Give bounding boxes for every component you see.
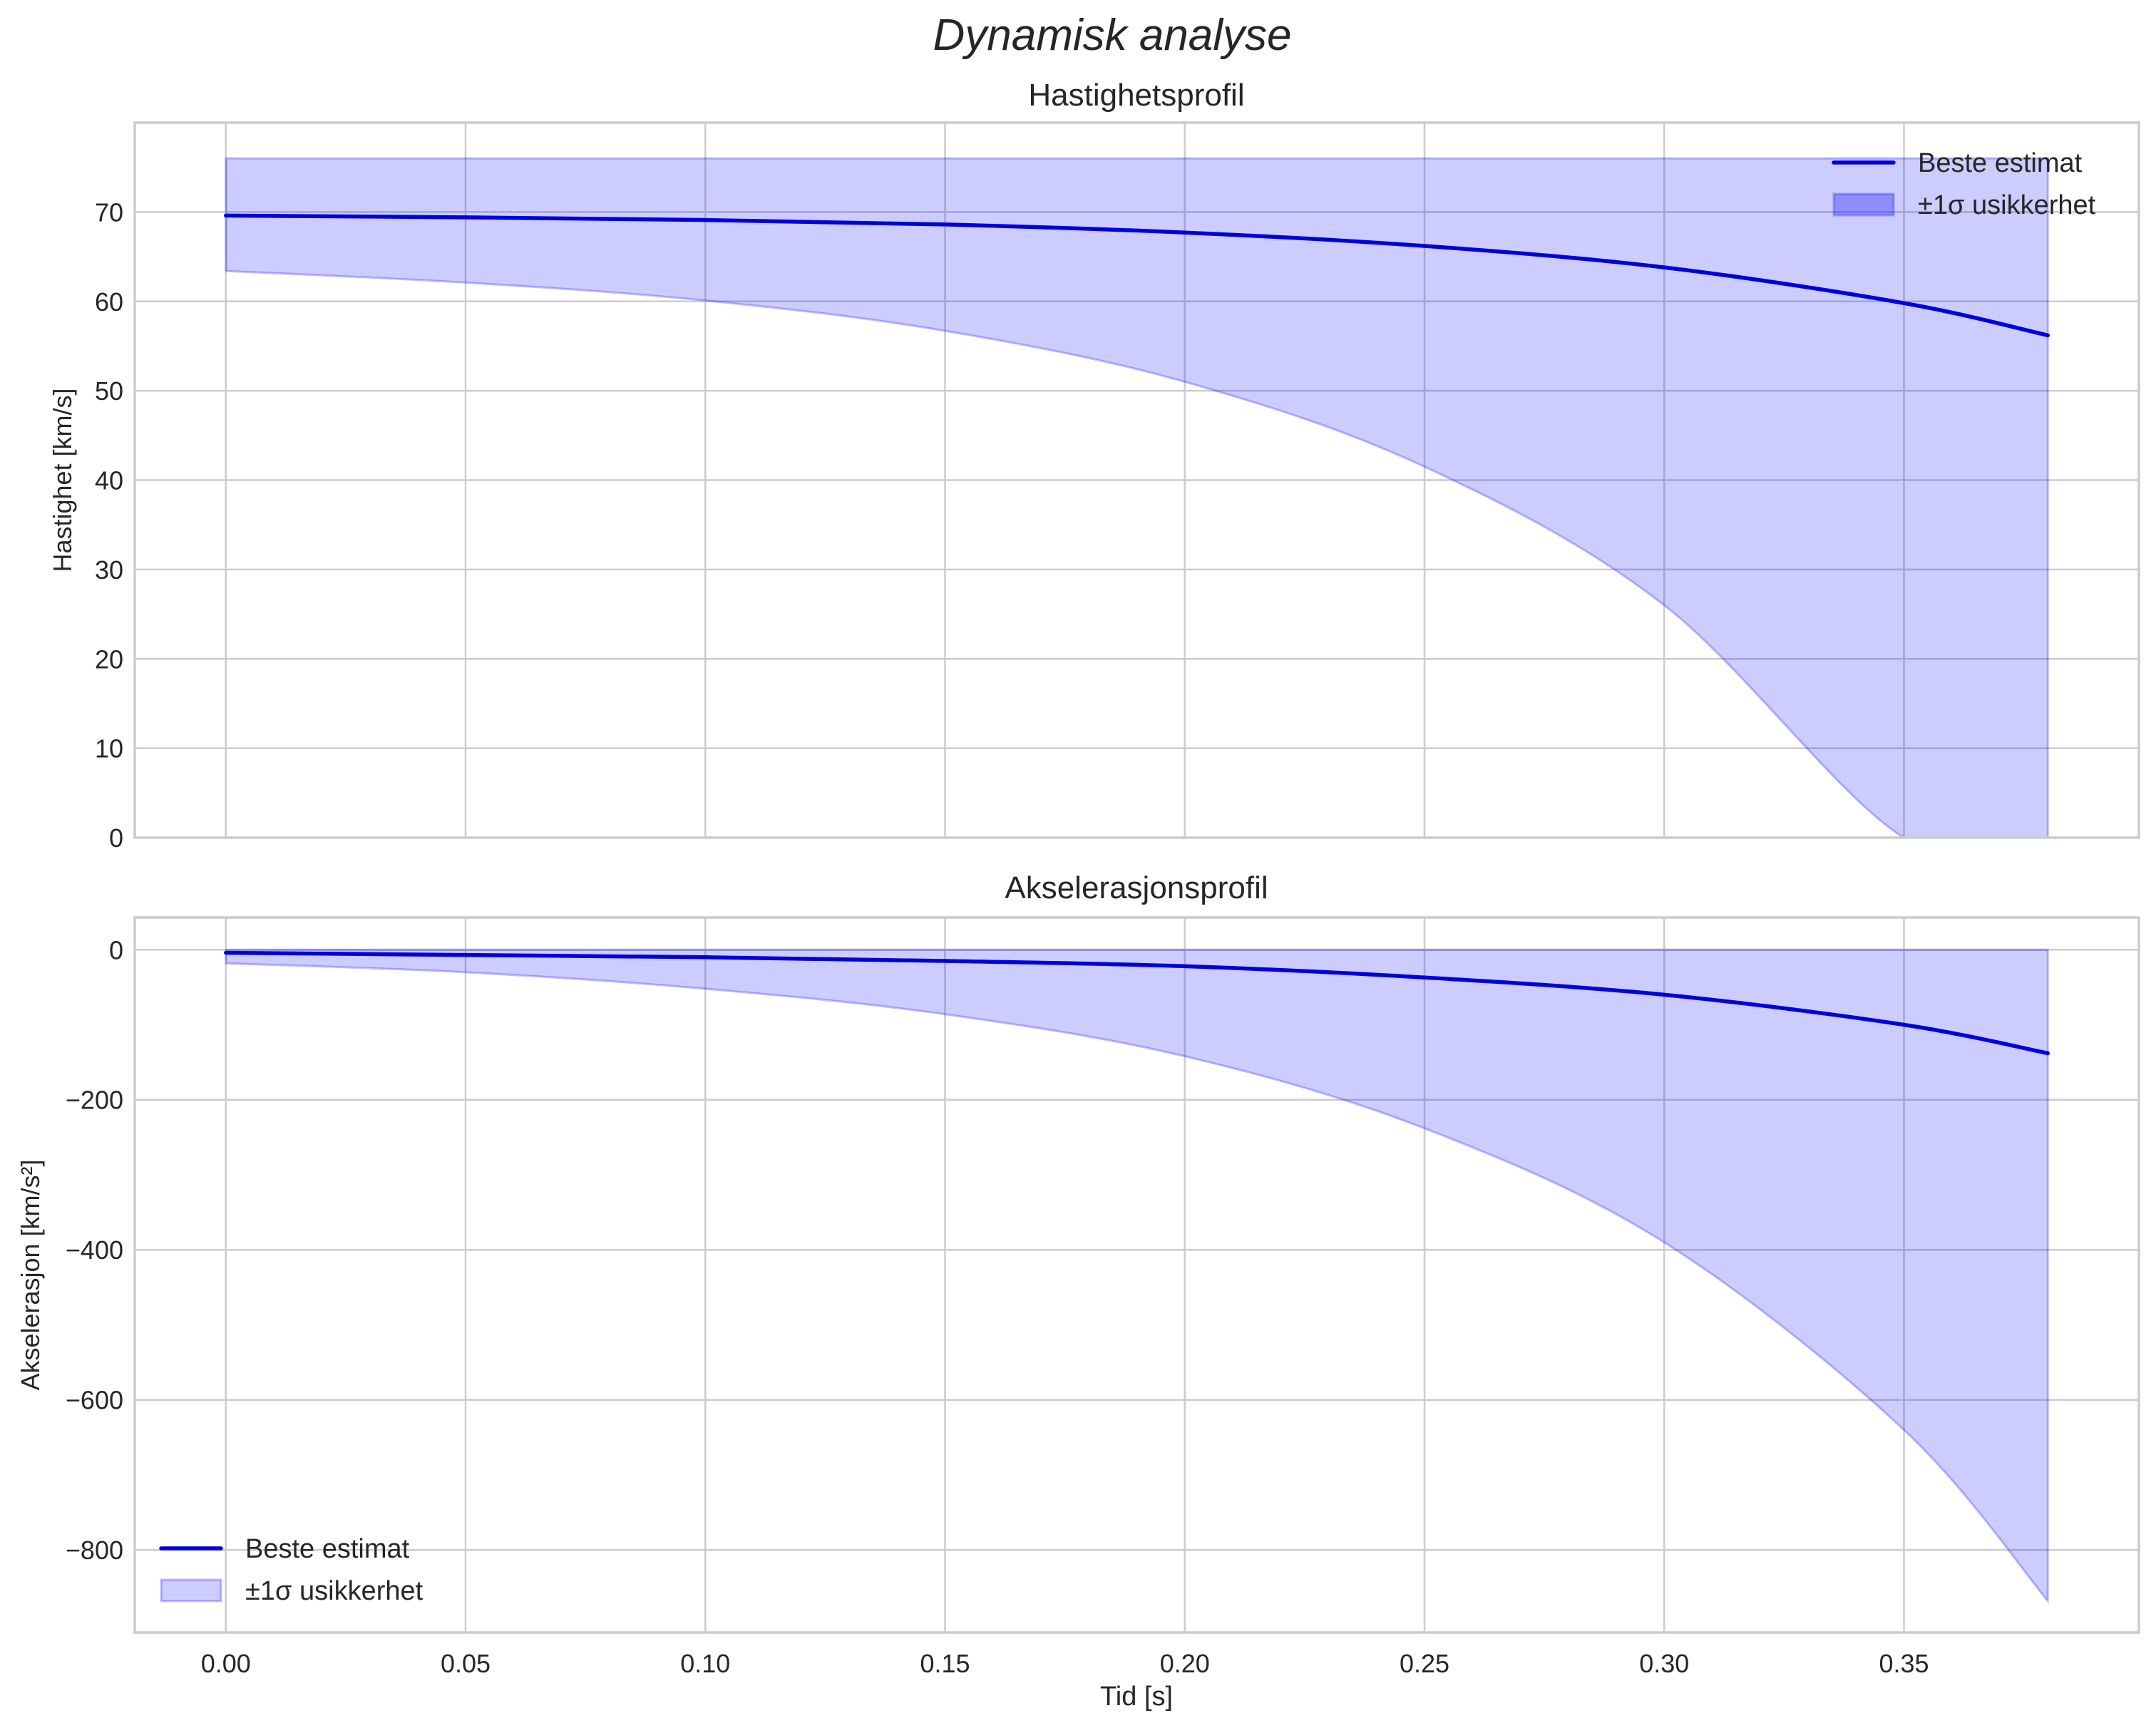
x-tick-label: 0.30	[1639, 1649, 1689, 1678]
x-tick-label: 0.20	[1160, 1649, 1210, 1678]
legend-band-swatch-icon	[1832, 192, 1895, 217]
figure-suptitle: Dynamisk analyse	[933, 11, 1291, 60]
x-tick-label: 0.10	[680, 1649, 730, 1678]
x-tick-label: 0.15	[920, 1649, 970, 1678]
legend-label-uncertainty: ±1σ usikkerhet	[245, 1576, 423, 1606]
velocity-grid	[135, 123, 2139, 839]
velocity-legend: Beste estimat ±1σ usikkerhet	[1832, 148, 2096, 220]
y-tick-label: −800	[66, 1536, 123, 1565]
y-tick-label: −600	[66, 1386, 123, 1415]
velocity-uncertainty-band	[225, 157, 2049, 838]
y-tick-label: 0	[109, 935, 123, 965]
x-axis-label: Tid [s]	[1100, 1682, 1173, 1712]
velocity-axes-frame	[133, 121, 2140, 839]
velocity-title: Hastighetsprofil	[1028, 78, 1244, 113]
x-tick-label: 0.05	[441, 1649, 491, 1678]
acceleration-uncertainty-band	[225, 948, 2049, 1604]
velocity-y-tick-labels: 0 10 20 30 40 50 60 70	[95, 197, 123, 853]
y-tick-label: 10	[95, 734, 123, 763]
legend-label-uncertainty: ±1σ usikkerhet	[1918, 190, 2096, 220]
y-tick-label: 40	[95, 466, 123, 495]
y-tick-label: −400	[66, 1235, 123, 1265]
y-tick-label: 30	[95, 555, 123, 585]
x-tick-label: 0.00	[201, 1649, 251, 1678]
velocity-y-axis-label: Hastighet [km/s]	[48, 388, 77, 572]
velocity-best-estimate-line	[224, 213, 2050, 338]
acceleration-y-tick-labels: 0 −200 −400 −600 −800	[66, 935, 123, 1565]
y-tick-label: 20	[95, 644, 123, 674]
x-tick-labels: 0.00 0.05 0.10 0.15 0.20 0.25 0.30 0.35	[201, 1649, 1929, 1678]
y-tick-label: 70	[95, 197, 123, 227]
acceleration-axes-frame	[133, 916, 2140, 1634]
velocity-panel: Hastighetsprofil 0 10 20 30 40 50 60 70 Hastigh…	[48, 78, 2140, 853]
x-tick-label: 0.35	[1879, 1649, 1929, 1678]
y-tick-label: −200	[66, 1086, 123, 1115]
legend-label-best-estimate: Beste estimat	[1918, 148, 2083, 178]
legend-label-best-estimate: Beste estimat	[245, 1534, 410, 1564]
acceleration-grid	[135, 917, 2139, 1632]
acceleration-legend: Beste estimat ±1σ usikkerhet	[159, 1534, 423, 1606]
acceleration-best-estimate-line	[224, 950, 2050, 1056]
y-tick-label: 60	[95, 287, 123, 317]
y-tick-label: 50	[95, 376, 123, 406]
x-tick-label: 0.25	[1400, 1649, 1449, 1678]
y-tick-label: 0	[109, 823, 123, 853]
legend-band-swatch-icon	[160, 1578, 222, 1603]
acceleration-title: Akselerasjonsprofil	[1005, 870, 1268, 905]
acceleration-panel: Akselerasjonsprofil 0 −200 −400 −600 −800 0.…	[16, 870, 2140, 1678]
acceleration-y-axis-label: Akselerasjon [km/s²]	[16, 1159, 45, 1390]
